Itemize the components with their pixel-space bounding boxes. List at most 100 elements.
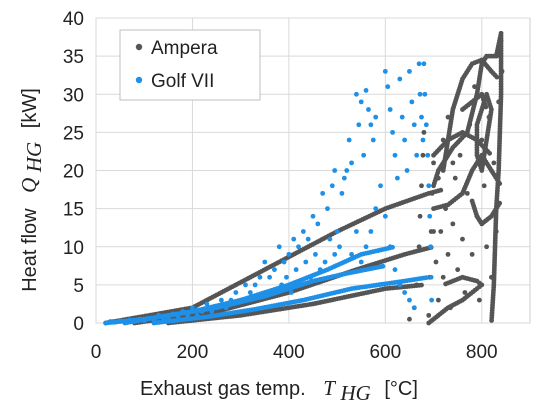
data-point	[332, 168, 338, 173]
data-point	[385, 84, 391, 90]
data-point	[457, 152, 463, 158]
y-axis-symbol: Q	[17, 178, 41, 193]
data-point	[175, 314, 181, 320]
y-tick-label: 0	[73, 314, 84, 335]
data-point	[228, 297, 234, 303]
data-point	[390, 129, 395, 135]
data-point	[358, 99, 364, 105]
data-point	[425, 152, 431, 158]
data-point	[322, 259, 328, 265]
data-point	[445, 251, 451, 257]
data-point	[407, 68, 412, 74]
y-tick-label: 5	[73, 276, 84, 297]
data-point	[462, 290, 468, 295]
data-point	[440, 274, 446, 280]
data-point	[497, 53, 503, 59]
data-point	[303, 259, 309, 265]
data-point	[416, 244, 422, 250]
data-point	[170, 311, 176, 317]
legend-marker-ampera	[135, 43, 143, 51]
data-point	[416, 61, 422, 67]
y-tick-label: 40	[63, 9, 84, 30]
data-point	[117, 318, 123, 324]
data-point	[327, 236, 333, 242]
data-point	[305, 236, 311, 242]
data-point	[417, 213, 423, 219]
data-point	[423, 275, 429, 281]
data-point	[356, 122, 362, 128]
data-point	[420, 152, 426, 158]
data-point	[445, 114, 451, 120]
data-point	[204, 301, 210, 307]
data-point	[141, 318, 147, 324]
data-point	[286, 251, 292, 257]
data-point	[474, 213, 480, 219]
data-point	[498, 38, 504, 44]
data-point	[414, 152, 420, 158]
data-point	[180, 309, 186, 314]
data-point	[414, 282, 420, 288]
data-point	[497, 181, 503, 186]
data-point	[272, 267, 277, 273]
data-point	[433, 259, 439, 265]
data-point	[494, 74, 500, 80]
data-point	[137, 316, 142, 322]
x-axis-unit: [°C]	[384, 378, 418, 400]
data-point	[341, 175, 347, 181]
data-point	[426, 312, 432, 318]
data-point	[358, 259, 364, 265]
data-point	[419, 114, 424, 120]
data-point	[317, 267, 323, 273]
data-point	[279, 282, 285, 288]
data-point	[407, 316, 412, 322]
data-point	[387, 244, 393, 250]
data-point	[346, 137, 352, 143]
y-tick-label: 25	[63, 123, 84, 144]
data-point	[161, 316, 166, 322]
data-point	[366, 107, 371, 112]
data-point	[499, 68, 505, 74]
data-point	[427, 213, 433, 219]
data-point	[308, 274, 313, 280]
x-tick-label: 200	[177, 342, 209, 363]
data-point	[276, 244, 282, 250]
data-point	[370, 137, 376, 143]
data-point	[151, 317, 157, 323]
series-layer	[103, 30, 505, 326]
data-point	[337, 244, 342, 250]
data-point	[354, 91, 359, 97]
y-tick-label: 10	[63, 238, 84, 259]
x-tick-label: 800	[466, 342, 498, 363]
data-point	[474, 124, 480, 130]
data-point	[349, 251, 354, 257]
data-point	[325, 206, 330, 212]
data-point	[438, 187, 444, 193]
data-point	[127, 317, 133, 323]
data-point	[491, 160, 497, 166]
data-point	[320, 190, 326, 196]
data-point	[122, 319, 128, 324]
data-point	[411, 305, 417, 311]
y-tick-label: 15	[63, 200, 84, 221]
data-point	[382, 68, 388, 74]
data-point	[267, 274, 272, 280]
data-point	[469, 251, 475, 257]
data-point	[435, 297, 441, 303]
data-point	[368, 122, 374, 128]
data-point	[194, 312, 200, 318]
data-point	[476, 297, 482, 303]
data-point	[382, 213, 388, 219]
y-tick-label: 35	[63, 47, 84, 68]
data-point	[209, 309, 215, 314]
data-point	[409, 99, 415, 105]
data-point	[296, 244, 301, 250]
legend-box	[119, 29, 261, 101]
data-point	[373, 206, 379, 212]
data-point	[387, 107, 393, 112]
data-point	[397, 76, 403, 82]
data-point	[156, 312, 162, 318]
data-point	[281, 259, 287, 265]
svg-text:Heat flow Q HG: Heat flow Q HG [kW]	[17, 88, 46, 292]
data-point	[262, 259, 268, 265]
